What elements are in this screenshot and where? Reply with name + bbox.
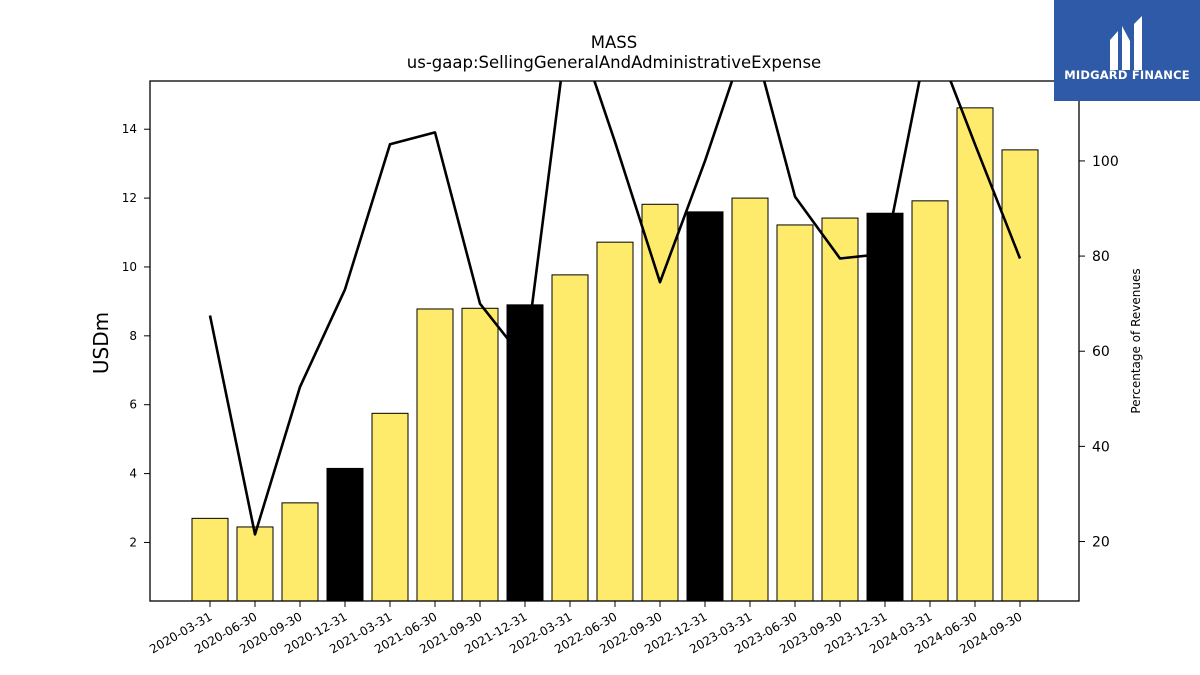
bar [191,517,229,602]
y-tick-label: 12 [122,191,137,205]
bar [281,502,319,602]
bar [911,200,949,602]
bar [731,197,769,602]
y2-tick-label: 40 [1092,439,1110,455]
bar [596,241,634,602]
y2-axis-label: Percentage of Revenues [1129,268,1143,413]
y-axis-left: 2 4 6 8 10 12 14 [122,122,150,549]
y-tick-label: 2 [129,535,137,549]
y-tick-label: 10 [122,260,137,274]
bar [1001,149,1039,602]
chart-title: MASS [591,33,637,52]
bar [551,274,589,602]
percentage-line [208,81,1022,536]
bar [866,212,904,602]
bar [821,217,859,602]
plot-frame [149,80,1080,602]
y2-tick-label: 20 [1092,535,1110,551]
bar [686,211,724,602]
y-tick-label: 14 [122,122,137,136]
y-axis-right: 20 40 60 80 100 [1079,154,1119,551]
logo: MIDGARD FINANCE [1054,0,1200,101]
logo-text: MIDGARD FINANCE [1064,68,1190,82]
bar [461,307,499,602]
y-tick-label: 4 [129,467,137,481]
bar [416,308,454,602]
y-axis-label: USDm [89,312,113,374]
chart-subtitle: us-gaap:SellingGeneralAndAdministrativeE… [407,53,821,72]
y2-tick-label: 100 [1092,154,1119,170]
bar [236,526,274,602]
bar [506,304,544,602]
y2-tick-label: 80 [1092,249,1110,265]
y-tick-label: 6 [129,398,137,412]
logo-mark-icon [1110,16,1142,70]
bar-group [191,107,1039,602]
bar [371,412,409,602]
y2-tick-label: 60 [1092,344,1110,360]
y-tick-label: 8 [129,329,137,343]
bar [776,224,814,602]
bar [326,467,364,602]
x-axis: 2020-03-312020-06-302020-09-302020-12-31… [147,601,1025,656]
bar [956,107,994,602]
bar [641,203,679,602]
